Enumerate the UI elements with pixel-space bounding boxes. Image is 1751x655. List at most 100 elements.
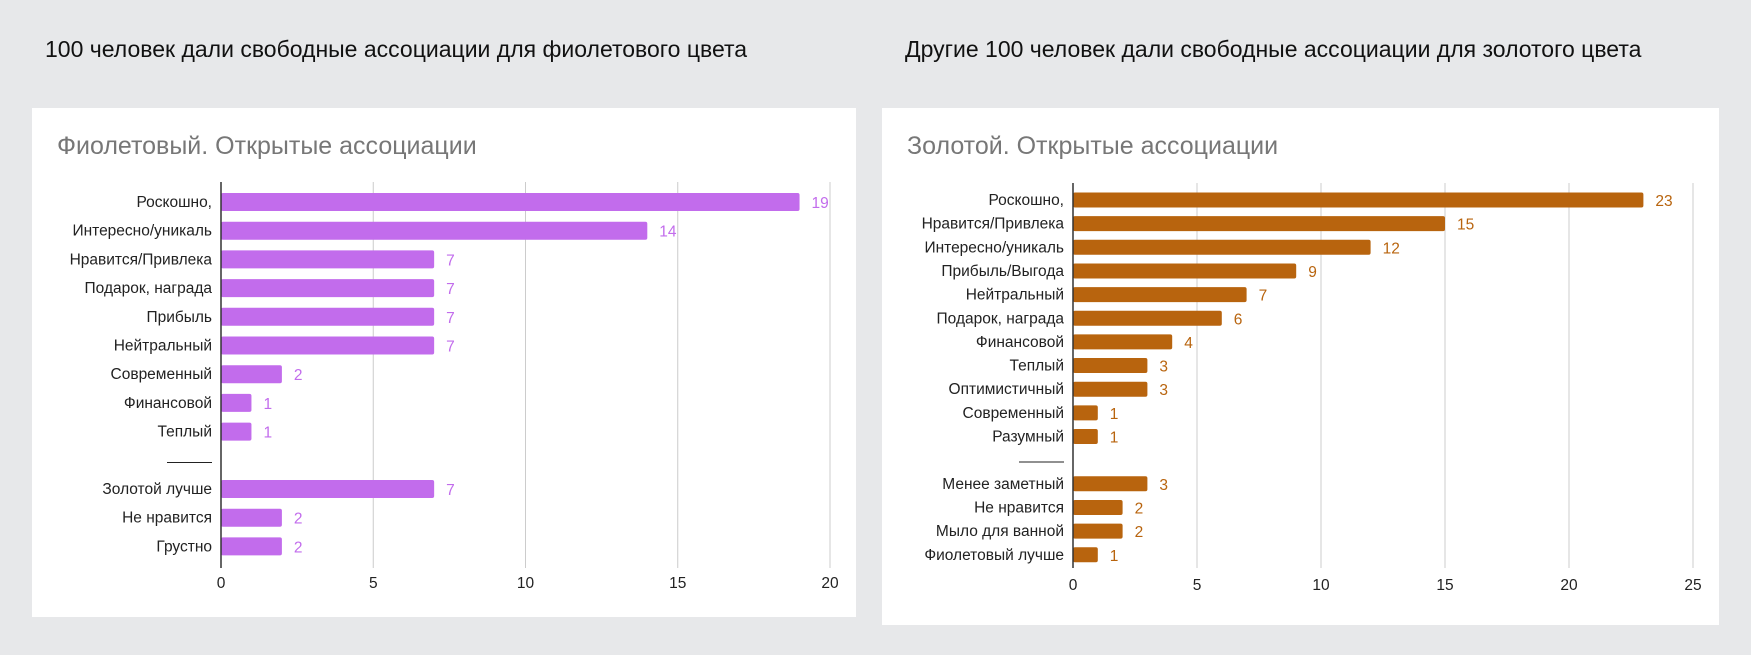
data-label: 4: [1184, 335, 1193, 352]
category-label: Прибыль: [146, 309, 212, 326]
bar: [1073, 334, 1173, 350]
category-label: Разумный: [992, 429, 1064, 446]
violet-chart-title: Фиолетовый. Открытые ассоциации: [57, 132, 477, 160]
category-label: Нравится/Привлека: [922, 216, 1065, 233]
category-label: Фиолетовый лучше: [924, 547, 1064, 564]
bar: [1073, 405, 1098, 421]
bar: [221, 537, 282, 556]
data-label: 3: [1159, 359, 1168, 376]
data-label: 7: [446, 339, 455, 356]
gold-chart-card: Золотой. Открытые ассоциации ——— Роскошно…: [882, 108, 1719, 625]
category-label: Не нравится: [122, 510, 212, 527]
bar: [1073, 239, 1371, 255]
bar: [1073, 476, 1148, 492]
gold-chart-title: Золотой. Открытые ассоциации: [907, 132, 1279, 160]
x-tick-label: 20: [821, 575, 839, 592]
bar: [1073, 263, 1297, 279]
data-label: 2: [294, 511, 303, 528]
bar: [221, 336, 435, 355]
category-label: Современный: [111, 366, 212, 383]
x-tick-label: 25: [1684, 577, 1701, 594]
bar: [221, 365, 282, 384]
category-label: Нейтральный: [114, 338, 212, 355]
data-label: 6: [1234, 311, 1243, 328]
bar: [1073, 523, 1123, 539]
x-tick-label: 10: [517, 575, 535, 592]
category-label: Оптимистичный: [949, 381, 1064, 398]
category-label: Интересно/уникаль: [924, 239, 1064, 256]
category-label: Не нравится: [974, 499, 1064, 516]
category-label: Золотой лучше: [102, 481, 212, 498]
data-label: 1: [1110, 406, 1119, 423]
data-label: 7: [446, 252, 455, 269]
violet-bar-chart: ——— Роскошно, 19 Интересно/уникаль 14 Нравитс…: [70, 182, 839, 592]
x-tick-label: 15: [1436, 577, 1453, 594]
category-label: Подарок, награда: [85, 280, 213, 297]
right-heading: Другие 100 человек дали свободные ассоци…: [905, 36, 1642, 62]
data-label: 1: [1110, 548, 1119, 565]
data-label: 7: [446, 281, 455, 298]
category-label: Финансовой: [124, 395, 212, 412]
data-label: 14: [659, 224, 677, 241]
data-label: 2: [294, 539, 303, 556]
data-label: 3: [1159, 477, 1168, 494]
category-label: Интересно/уникаль: [72, 223, 212, 240]
data-label: 7: [1259, 288, 1268, 305]
data-label: 1: [1110, 430, 1119, 447]
data-label: 2: [1135, 500, 1144, 517]
separator-label: ———: [1019, 453, 1064, 470]
x-tick-label: 0: [217, 575, 226, 592]
data-label: 2: [1135, 524, 1144, 541]
category-label: Нейтральный: [966, 287, 1064, 304]
category-label: Современный: [963, 405, 1064, 422]
category-label: Роскошно,: [136, 194, 212, 211]
category-label: Грустно: [156, 538, 212, 555]
violet-chart-card: Фиолетовый. Открытые ассоциации ——— Роско…: [32, 108, 856, 617]
x-tick-label: 10: [1312, 577, 1330, 594]
category-label: Менее заметный: [942, 476, 1064, 493]
bar: [221, 221, 648, 240]
x-tick-label: 15: [669, 575, 686, 592]
data-label: 12: [1383, 240, 1400, 257]
bar: [1073, 381, 1148, 397]
bar: [1073, 216, 1445, 232]
category-label: Теплый: [1010, 358, 1064, 375]
bar: [1073, 287, 1247, 303]
category-label: Подарок, награда: [937, 310, 1065, 327]
bar: [1073, 547, 1098, 563]
data-label: 7: [446, 310, 455, 327]
category-label: Роскошно,: [988, 192, 1064, 209]
bar: [221, 193, 800, 211]
bar: [221, 393, 252, 412]
bar: [1073, 429, 1098, 444]
data-label: 15: [1457, 217, 1474, 234]
category-label: Теплый: [158, 424, 212, 441]
category-label: Финансовой: [976, 334, 1064, 351]
bar: [1073, 358, 1148, 374]
bar: [221, 508, 282, 527]
data-label: 23: [1655, 193, 1672, 210]
data-label: 7: [446, 482, 455, 499]
x-tick-label: 0: [1069, 577, 1078, 594]
x-tick-label: 5: [369, 575, 378, 592]
data-label: 1: [263, 425, 272, 442]
data-label: 3: [1159, 382, 1168, 399]
data-label: 19: [812, 195, 829, 212]
bar: [221, 307, 435, 326]
data-label: 2: [294, 367, 303, 384]
separator-label: ———: [167, 453, 212, 470]
bar: [221, 422, 252, 441]
x-tick-label: 5: [1193, 577, 1202, 594]
data-label: 1: [263, 396, 272, 413]
bar: [221, 480, 435, 498]
bar: [1073, 499, 1123, 515]
bar: [1073, 310, 1222, 326]
category-label: Мыло для ванной: [936, 523, 1064, 540]
category-label: Прибыль/Выгода: [941, 263, 1064, 280]
x-tick-label: 20: [1560, 577, 1578, 594]
bar: [1073, 192, 1644, 208]
category-label: Нравится/Привлека: [70, 251, 213, 268]
bar: [221, 250, 435, 269]
bar: [221, 279, 435, 298]
left-heading: 100 человек дали свободные ассоциации дл…: [45, 36, 748, 62]
